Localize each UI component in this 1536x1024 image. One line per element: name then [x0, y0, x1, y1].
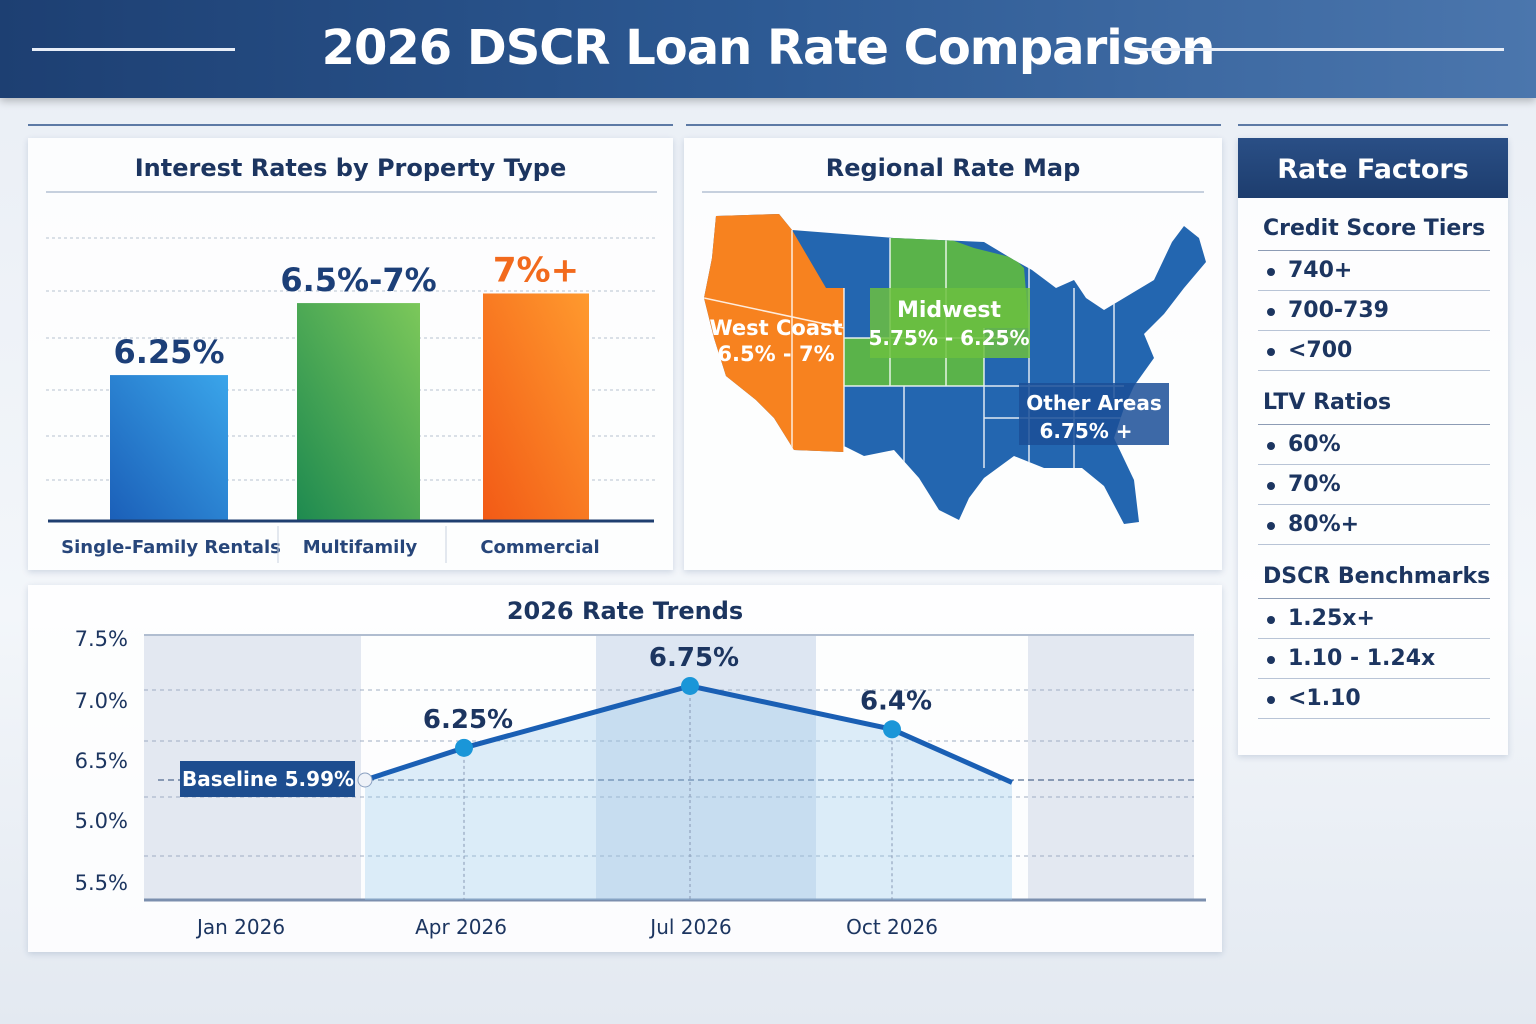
divider	[32, 48, 235, 51]
divider	[1258, 544, 1490, 545]
bar-value-label: 6.5%-7%	[280, 261, 436, 299]
y-tick-label: 5.5%	[75, 871, 128, 895]
factor-item: 70%	[1263, 472, 1489, 497]
line-chart: 7.5% 7.0% 6.5% 5.0% 5.5% Jan 2026 Apr 2026 Jul …	[75, 627, 1206, 939]
factor-item: 1.10 - 1.24x	[1263, 646, 1489, 671]
x-tick-label: Jul 2026	[648, 915, 731, 939]
divider	[1258, 598, 1490, 599]
divider	[1258, 424, 1490, 425]
other-areas-label: Other Areas	[1026, 391, 1162, 415]
factor-item: <1.10	[1263, 686, 1489, 711]
x-tick-label: Oct 2026	[846, 915, 938, 939]
bar-value-label: 7%+	[493, 250, 579, 290]
header: 2026 DSCR Loan Rate Comparison	[0, 0, 1536, 98]
trend-chart-panel: 2026 Rate Trends 7.5% 7.0% 6.5% 5.0% 5.5% Jan…	[28, 585, 1222, 952]
other-areas-rate: 6.75% +	[1039, 419, 1132, 443]
divider	[1258, 250, 1490, 251]
data-point	[357, 772, 373, 788]
x-tick-label: Single-Family Rentals	[61, 537, 281, 558]
divider	[686, 124, 1221, 126]
divider	[1258, 638, 1490, 639]
map-region-west-coast	[704, 214, 844, 458]
factor-item: 740+	[1263, 258, 1489, 283]
factor-item: <700	[1263, 338, 1489, 363]
bar-chart-panel: Interest Rates by Property Type 6.25% Sin…	[28, 138, 673, 570]
bar-value-label: 6.25%	[113, 333, 224, 371]
factor-section-title: LTV Ratios	[1263, 390, 1392, 415]
baseline-label: Baseline 5.99%	[182, 767, 354, 791]
bar-2	[483, 293, 589, 521]
data-point	[681, 676, 699, 695]
west-coast-rate: 6.5% - 7%	[717, 342, 834, 366]
divider	[1258, 330, 1490, 331]
band	[1028, 635, 1194, 900]
factor-item: 80%+	[1263, 512, 1489, 537]
divider	[1258, 718, 1490, 719]
divider	[1258, 678, 1490, 679]
x-tick-label: Jan 2026	[195, 915, 285, 939]
other-areas-label-box	[1019, 383, 1169, 445]
factor-item: 700-739	[1263, 298, 1489, 323]
factor-item: 1.25x+	[1263, 606, 1489, 631]
divider	[1258, 370, 1490, 371]
bar-chart-title: Interest Rates by Property Type	[134, 154, 567, 182]
page-title: 2026 DSCR Loan Rate Comparison	[321, 20, 1216, 76]
divider	[1258, 504, 1490, 505]
map-panel: Regional Rate Map West Coast 6.5% - 7% M…	[684, 138, 1222, 570]
rate-factors-title: Rate Factors	[1238, 138, 1508, 198]
rate-factors-panel: Rate Factors Credit Score Tiers 740+ 700-7…	[1238, 138, 1508, 755]
trend-chart-title: 2026 Rate Trends	[506, 597, 744, 625]
data-label: 6.75%	[649, 643, 739, 673]
factor-section-title: Credit Score Tiers	[1263, 216, 1486, 241]
divider	[28, 124, 673, 126]
x-tick-label: Multifamily	[303, 537, 418, 558]
y-tick-label: 7.0%	[75, 689, 128, 713]
divider	[1258, 464, 1490, 465]
data-point	[883, 720, 901, 739]
data-label: 6.25%	[423, 705, 513, 735]
y-tick-label: 6.5%	[75, 749, 128, 773]
midwest-label-box	[870, 288, 1030, 358]
west-coast-label: West Coast	[709, 316, 842, 340]
data-point	[455, 738, 473, 757]
factor-section-title: DSCR Benchmarks	[1263, 564, 1491, 589]
bar-chart: 6.25% Single-Family Rentals 6.5%-7% Multifa…	[46, 237, 656, 563]
factor-item: 60%	[1263, 432, 1489, 457]
map-title: Regional Rate Map	[825, 154, 1081, 182]
area-fill	[365, 685, 1012, 900]
bar-1	[297, 303, 420, 521]
baseline-label-box	[180, 761, 355, 797]
midwest-label: Midwest	[897, 298, 1002, 323]
divider	[1258, 290, 1490, 291]
x-tick-label: Apr 2026	[415, 915, 507, 939]
y-tick-label: 5.0%	[75, 809, 128, 833]
bar-0	[110, 375, 228, 521]
midwest-rate: 5.75% - 6.25%	[869, 326, 1030, 350]
divider	[1238, 124, 1508, 126]
data-label: 6.4%	[860, 686, 932, 716]
us-map: West Coast 6.5% - 7% Midwest 5.75% - 6.2…	[704, 214, 1206, 524]
divider	[1138, 48, 1504, 51]
y-tick-label: 7.5%	[75, 627, 128, 651]
divider	[702, 191, 1204, 193]
divider	[46, 191, 657, 193]
x-tick-label: Commercial	[480, 537, 599, 558]
